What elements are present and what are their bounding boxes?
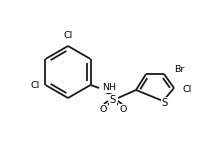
Text: S: S (110, 95, 116, 105)
Text: Cl: Cl (183, 86, 192, 95)
Text: Cl: Cl (63, 31, 73, 40)
Text: Cl: Cl (30, 81, 40, 89)
Text: O: O (99, 105, 107, 114)
Text: O: O (119, 105, 127, 114)
Text: Br: Br (174, 65, 184, 75)
Text: NH: NH (102, 84, 116, 92)
Text: S: S (162, 98, 168, 108)
